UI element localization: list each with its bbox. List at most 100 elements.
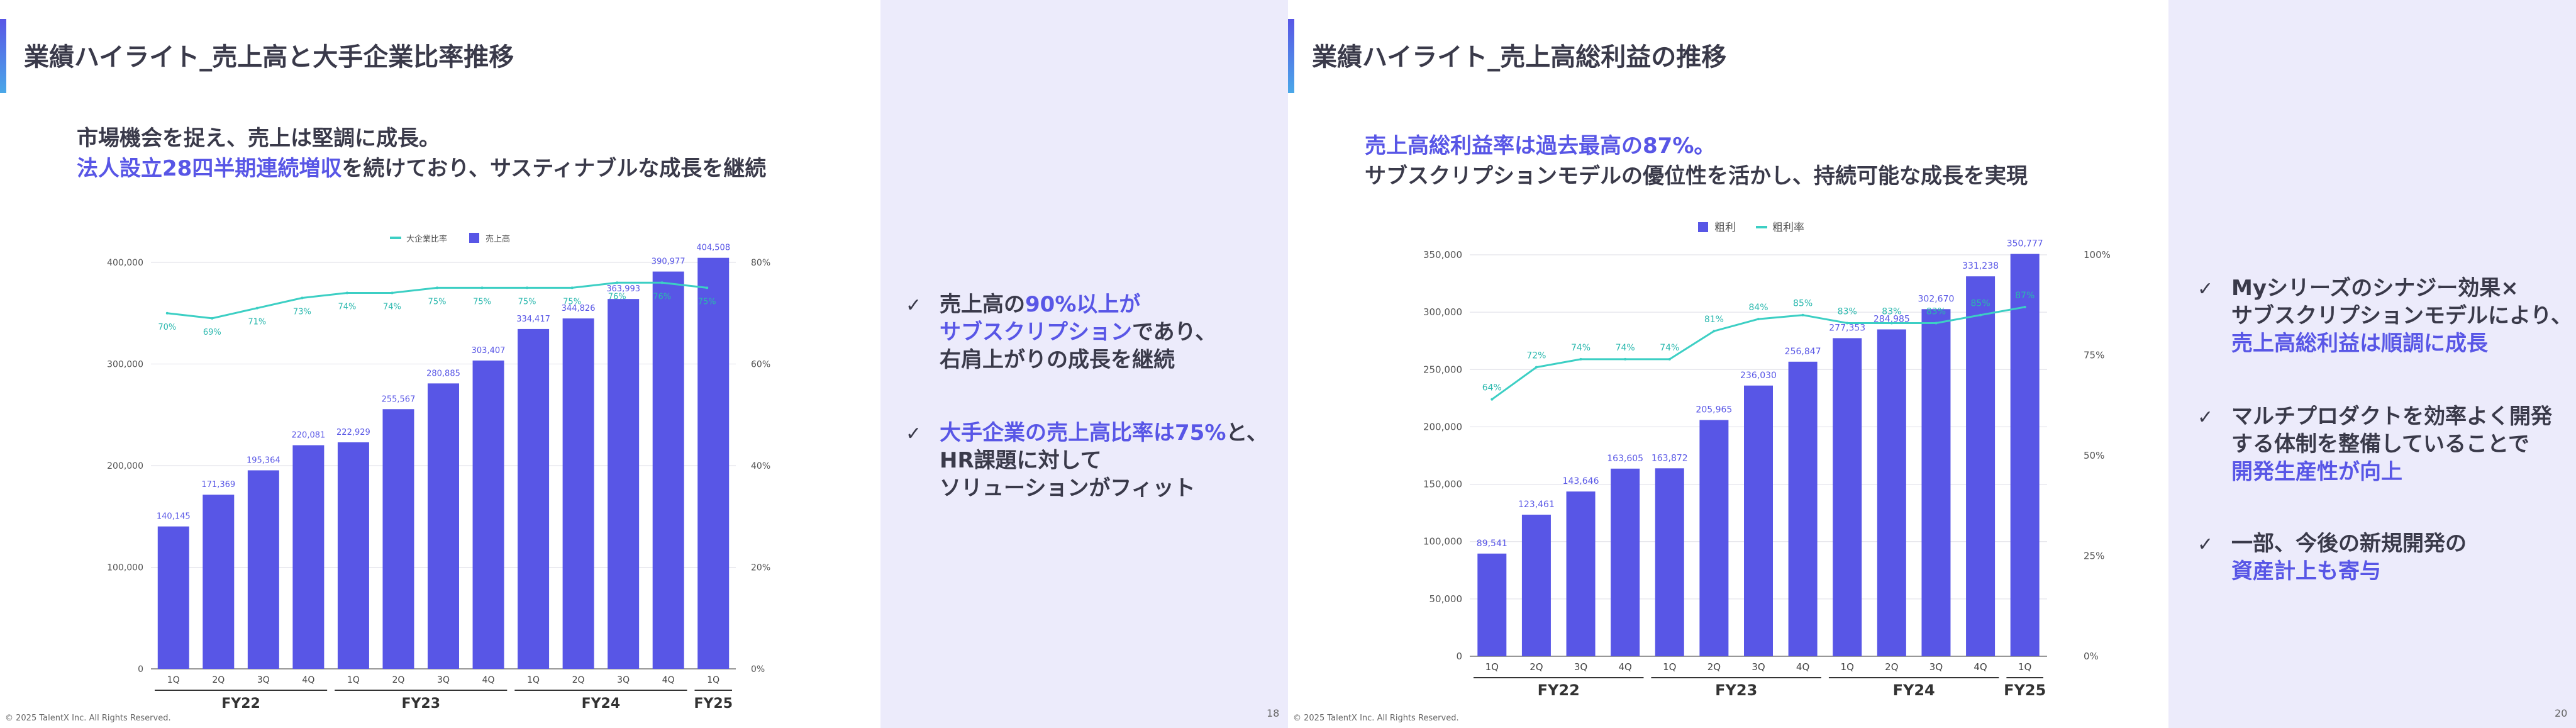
bar (1655, 468, 1684, 656)
line-value-label: 73% (293, 308, 311, 317)
slide-title: 業績ハイライト_売上高総利益の推移 (1312, 43, 1727, 72)
x-tick-label: 1Q (527, 675, 540, 685)
bar-value-label: 255,567 (382, 395, 416, 404)
highlight-text: 開発生産性が向上 (2231, 459, 2402, 484)
x-group-label: FY22 (1538, 681, 1580, 699)
legend-label: 売上高 (486, 234, 510, 244)
bar-value-label: 344,826 (562, 304, 596, 313)
line-point (660, 281, 663, 284)
highlight-text: 売上高総利益は順調に成長 (2231, 331, 2488, 356)
revenue-chart: 大企業比率 売上高 0 100,000 200,000 300,000 400,000 0% 2… (107, 233, 770, 712)
bar (337, 442, 369, 669)
line-value-label: 85% (1971, 299, 1990, 309)
line-value-label: 83% (1926, 306, 1946, 316)
bar-value-label: 280,885 (426, 369, 460, 378)
x-group-label: FY23 (401, 696, 440, 712)
highlight-text: 90%以上が (1025, 292, 1141, 317)
x-tick-label: 2Q (212, 675, 225, 685)
legend-label: 粗利率 (1772, 221, 1804, 234)
bar-value-label: 236,030 (1740, 371, 1777, 381)
line-value-label: 83% (1882, 306, 1901, 316)
lead-line: 法人設立28四半期連続増収を続けており、サスティナブルな成長を継続 (77, 154, 766, 184)
bar (292, 445, 325, 669)
line-point (480, 286, 484, 289)
line-point (165, 311, 169, 315)
x-tick-label: 2Q (1530, 661, 1543, 673)
bar (1921, 309, 1951, 656)
line-value-label: 75% (518, 297, 536, 306)
bar-value-label: 363,993 (606, 284, 640, 294)
line-point (1890, 322, 1893, 325)
x-tick-label: 1Q (707, 675, 719, 685)
line-value-label: 70% (158, 323, 176, 332)
y-tick-label: 100,000 (1423, 536, 1462, 547)
line-point (570, 286, 574, 289)
line-point (706, 286, 709, 289)
key-point-line: 売上高総利益は順調に成長 (2231, 330, 2572, 357)
y2-tick-label: 100% (2084, 249, 2111, 260)
key-point-line: 大手企業の売上高比率は75%と、 (940, 419, 1268, 447)
bar-value-label: 284,985 (1874, 315, 1910, 325)
x-group-label: FY23 (1715, 681, 1757, 699)
slide-gross-profit: 業績ハイライト_売上高総利益の推移 売上高総利益率は過去最高の87%。 サブスクリ… (1288, 0, 2576, 728)
lead-line: サブスクリプションモデルの優位性を活かし、持続可能な成長を実現 (1365, 161, 2028, 191)
y2-tick-label: 50% (2084, 450, 2104, 461)
bar (203, 495, 235, 669)
line-point (1713, 330, 1716, 333)
bar (1833, 338, 1862, 656)
key-point-line: 一部、今後の新規開発の (2231, 530, 2467, 557)
lead-line: 市場機会を捉え、売上は堅調に成長。 (77, 123, 766, 154)
line-value-label: 74% (1660, 343, 1679, 353)
text-run: ソリューションがフィット (940, 476, 1196, 501)
highlight-text: 法人設立28四半期連続増収 (77, 156, 342, 181)
x-tick-label: 2Q (392, 675, 404, 685)
bar (1611, 468, 1640, 656)
bar (1877, 329, 1906, 656)
title-accent-bar (1288, 19, 1294, 93)
x-group-label: FY25 (694, 696, 733, 712)
x-tick-label: 2Q (1707, 661, 1721, 673)
title-accent-bar (0, 19, 6, 93)
text-run: と、 (1226, 420, 1269, 445)
highlight-text: サブスクリプション (940, 320, 1132, 345)
x-tick-label: 3Q (1752, 661, 1765, 673)
line-point (1491, 398, 1494, 401)
line-point (436, 286, 438, 289)
bar-value-label: 123,461 (1518, 500, 1555, 510)
bar-value-label: 404,508 (696, 244, 730, 253)
line-value-label: 75% (473, 297, 491, 306)
y-tick-label: 0 (1456, 651, 1462, 662)
bar (247, 470, 279, 669)
line-point (1979, 313, 1982, 316)
key-point-text: 売上高の90%以上が サブスクリプションであり、 右肩上がりの成長を継続 (940, 291, 1216, 374)
text-run: HR課題に対して (940, 448, 1102, 473)
y2-tick-label: 75% (2084, 350, 2104, 361)
y2-tick-label: 0% (751, 664, 765, 675)
key-point-line: 右肩上がりの成長を継続 (940, 346, 1216, 374)
y-tick-label: 200,000 (1423, 421, 1462, 432)
check-icon: ✓ (2197, 534, 2214, 556)
line-point (526, 286, 529, 289)
line-point (1535, 366, 1538, 369)
line-value-label: 87% (2015, 291, 2035, 301)
bar (157, 526, 189, 669)
lead-line: 売上高総利益率は過去最高の87%。 (1365, 131, 2028, 161)
highlight-text: 大手企業の売上高比率は75% (940, 420, 1226, 445)
line-point (391, 291, 394, 294)
key-point-line: サブスクリプションモデルにより、 (2231, 302, 2572, 330)
x-tick-label: 3Q (617, 675, 630, 685)
x-group-label: FY25 (2004, 681, 2046, 699)
page-number: 18 (1267, 707, 1280, 719)
y2-tick-label: 20% (751, 563, 770, 573)
line-point (1668, 357, 1671, 361)
line-point (1801, 313, 1804, 316)
y2-tick-label: 25% (2084, 551, 2104, 562)
y-tick-label: 150,000 (1423, 479, 1462, 490)
x-group-label: FY24 (582, 696, 621, 712)
bar (1966, 276, 1996, 656)
slide-side-panel (880, 0, 1288, 728)
bar-value-label: 195,364 (247, 456, 280, 465)
line-point (1757, 318, 1760, 321)
bar-value-label: 331,238 (1962, 261, 1999, 271)
line-value-label: 74% (383, 302, 401, 311)
